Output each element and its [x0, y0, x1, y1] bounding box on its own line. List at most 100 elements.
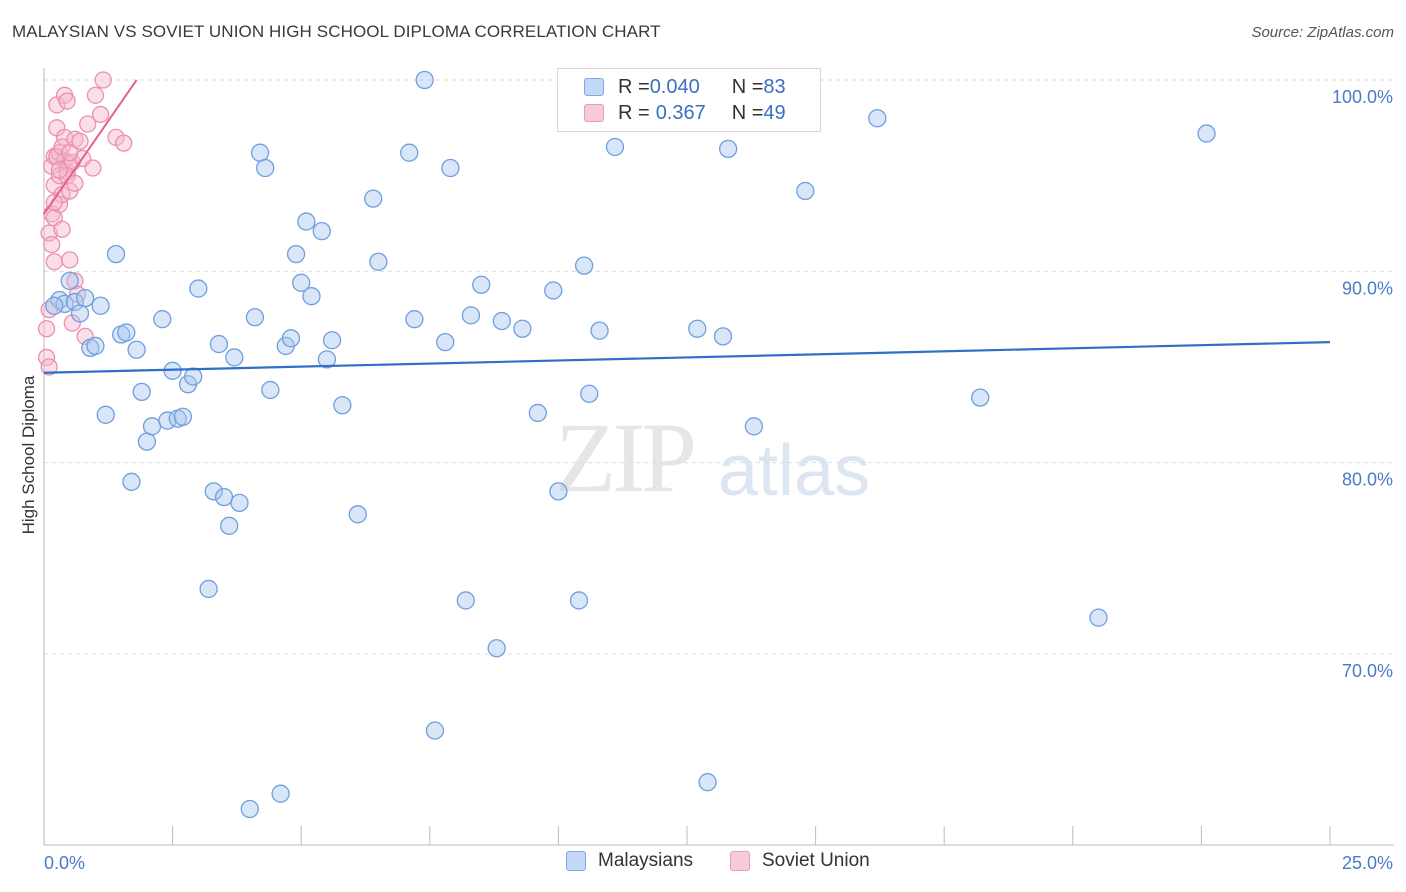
soviet-union-point: [84, 159, 102, 177]
malaysians-point: [250, 143, 270, 162]
legend-r-value: 0.367: [655, 101, 706, 124]
malaysians-point: [796, 181, 815, 201]
chart-title: MALAYSIAN VS SOVIET UNION HIGH SCHOOL DI…: [12, 22, 661, 41]
malaysians-point: [86, 336, 105, 356]
soviet-union-point: [43, 235, 61, 254]
series-legend: Malaysians Soviet Union: [0, 850, 1406, 878]
legend-swatch-pink: [584, 104, 604, 122]
malaysians-point: [286, 244, 306, 264]
malaysians-point: [405, 310, 424, 329]
malaysians-point: [590, 321, 609, 340]
axes: [43, 68, 1394, 846]
malaysians-point: [369, 252, 388, 271]
malaysians-point: [209, 334, 229, 354]
legend-swatch-blue: [584, 78, 604, 96]
malaysians-point: [132, 382, 151, 402]
soviet-union-point: [66, 272, 84, 290]
malaysians-point: [698, 773, 717, 792]
malaysians-point: [302, 287, 321, 306]
legend-n-value: 49: [763, 101, 786, 124]
malaysians-point: [96, 405, 115, 424]
malaysians-point: [76, 288, 95, 308]
soviet-union-point: [91, 105, 110, 124]
malaysians-point: [461, 306, 481, 325]
malaysians-point: [456, 591, 475, 610]
malaysians-point: [70, 304, 90, 323]
malaysians-point: [868, 109, 887, 128]
malaysians-point: [297, 212, 316, 231]
malaysians-point: [106, 244, 126, 264]
legend-r-label: R =: [618, 101, 650, 124]
malaysians-point: [127, 340, 146, 359]
soviet-union-point: [61, 251, 79, 269]
malaysians-point: [122, 472, 141, 491]
malaysians-point: [184, 367, 203, 386]
malaysians-point: [713, 327, 733, 346]
malaysians-point: [364, 189, 383, 208]
malaysians-point: [580, 384, 599, 403]
x-tick-label-min: 0.0%: [44, 853, 85, 873]
malaysians-point: [719, 139, 738, 159]
soviet-union-point: [71, 132, 89, 150]
soviet-union-point: [115, 134, 133, 152]
malaysians-point: [240, 799, 259, 819]
legend-item-soviet-union[interactable]: Soviet Union: [730, 850, 870, 872]
soviet-union-point: [94, 71, 112, 89]
trend-lines: [43, 79, 1331, 374]
soviet-union-point: [58, 92, 76, 110]
malaysians-point: [45, 296, 64, 315]
soviet-union-point: [66, 174, 84, 192]
malaysians-point: [400, 143, 419, 162]
malaysians-point: [230, 493, 249, 512]
malaysians-point: [317, 350, 337, 369]
legend-label-malaysians: Malaysians: [598, 850, 694, 871]
malaysians-point: [142, 417, 162, 436]
malaysians-point: [528, 403, 547, 423]
malaysians-point: [256, 158, 275, 178]
legend-r-value: 0.040: [649, 75, 700, 98]
legend-item-malaysians[interactable]: Malaysians: [566, 850, 693, 872]
malaysians-point: [436, 332, 455, 352]
malaysians-points: [45, 70, 1216, 819]
soviet-union-point: [79, 115, 97, 133]
soviet-union-point: [48, 147, 66, 166]
malaysians-point: [91, 296, 110, 315]
malaysians-point: [1197, 124, 1216, 143]
malaysians-point: [153, 310, 172, 329]
malaysians-point: [348, 505, 367, 524]
malaysians-point: [261, 380, 280, 400]
watermark-zip: ZIP: [555, 402, 697, 513]
malaysians-point: [312, 222, 331, 241]
malaysians-point: [271, 784, 290, 803]
legend-swatch-blue: [566, 851, 586, 871]
malaysians-point: [137, 432, 157, 451]
malaysians-point: [60, 271, 79, 291]
legend-row-malaysians: R = 0.040 N = 83: [558, 74, 786, 100]
malaysians-point: [441, 158, 460, 178]
malaysians-point: [544, 281, 563, 300]
tick-labels: 100.0% 90.0% 80.0% 70.0% 0.0% 25.0%: [44, 87, 1393, 873]
malaysians-point: [1089, 608, 1108, 627]
source-credit: Source: ZipAtlas.com: [1251, 24, 1394, 41]
malaysians-point: [225, 348, 244, 367]
malaysians-point: [292, 273, 311, 292]
soviet-union-trend-line: [43, 79, 138, 215]
malaysians-point: [971, 388, 990, 407]
malaysians-point: [204, 482, 223, 501]
malaysians-point: [65, 292, 85, 312]
y-tick-label: 90.0%: [1342, 278, 1393, 298]
soviet-union-point: [61, 144, 79, 162]
malaysians-point: [425, 721, 445, 740]
malaysians-point: [605, 137, 625, 157]
legend-r-label: R =: [618, 75, 650, 98]
malaysians-point: [333, 396, 352, 415]
malaysians-point: [574, 256, 594, 275]
legend-n-label: N =: [731, 101, 764, 124]
watermark-atlas: atlas: [718, 431, 871, 511]
soviet-union-point: [86, 86, 105, 104]
malaysians-point: [744, 417, 764, 436]
soviet-union-point: [45, 253, 63, 271]
legend-n-label: N =: [731, 75, 764, 98]
y-tick-label: 80.0%: [1342, 470, 1393, 490]
